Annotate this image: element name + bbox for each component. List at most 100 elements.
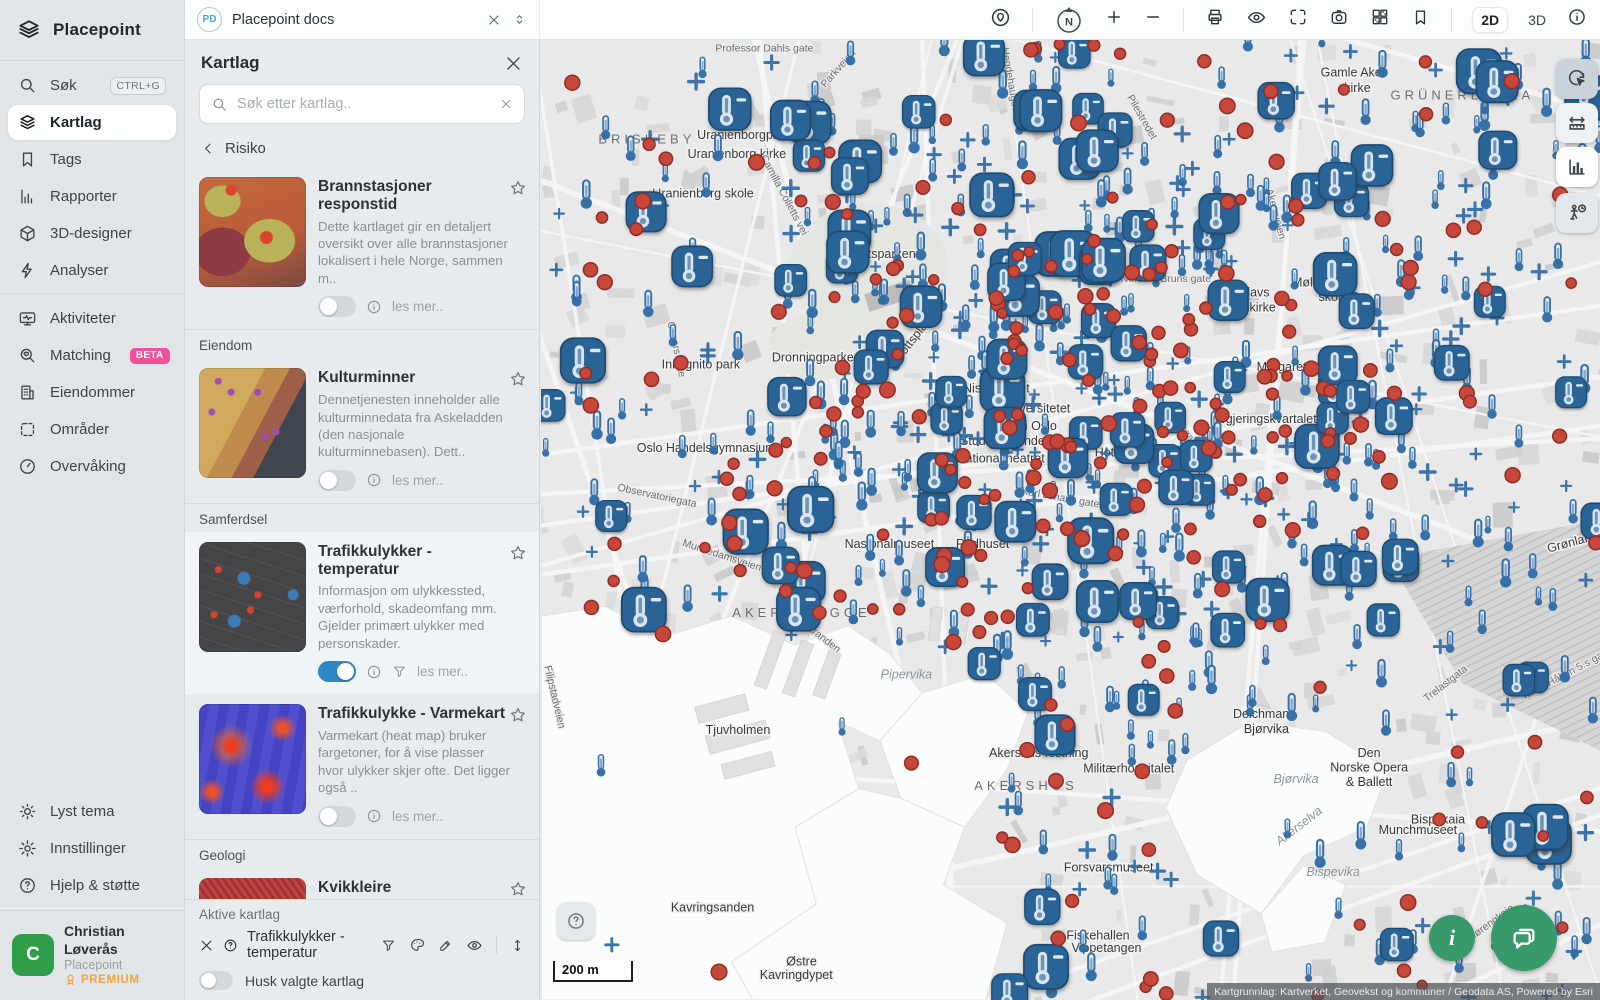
accident-dot-marker[interactable]	[1265, 387, 1280, 401]
sidebar-item-3d-designer[interactable]: 3D-designer	[8, 216, 176, 251]
map-canvas[interactable]: BRISKEBYAKER BRYGGEAKERSHUSGRÜNERLØKKAUr…	[541, 40, 1600, 1000]
accident-dot-marker[interactable]	[1030, 458, 1043, 470]
accident-dot-marker[interactable]	[1019, 741, 1036, 759]
accident-dot-marker[interactable]	[1009, 321, 1024, 336]
accident-dot-marker[interactable]	[1136, 478, 1152, 494]
accident-dot-marker[interactable]	[1252, 514, 1267, 529]
accident-dot-marker[interactable]	[1320, 433, 1336, 449]
accident-dot-marker[interactable]	[1011, 248, 1025, 262]
sidebar-item-lyst-tema[interactable]: Lyst tema	[8, 794, 176, 829]
accident-dot-marker[interactable]	[1503, 73, 1520, 90]
accident-dot-marker[interactable]	[885, 261, 901, 277]
accident-dot-marker[interactable]	[1362, 362, 1378, 378]
temperature-badge-marker[interactable]	[1110, 325, 1147, 362]
sidebar-item-rapporter[interactable]: Rapporter	[8, 179, 176, 214]
accident-dot-marker[interactable]	[1001, 419, 1018, 436]
layer-toggle[interactable]	[318, 296, 356, 318]
accident-dot-marker[interactable]	[784, 561, 798, 575]
temperature-badge-marker[interactable]	[1338, 293, 1375, 330]
accident-dot-marker[interactable]	[823, 146, 836, 159]
eye-icon[interactable]	[466, 937, 483, 954]
accident-dot-marker[interactable]	[1220, 194, 1236, 210]
layer-help-icon[interactable]	[223, 938, 238, 953]
layer-card-kulturminner[interactable]: Kulturminner Dennetjenesten inneholder a…	[185, 358, 539, 503]
zoom-out-icon[interactable]	[1144, 8, 1162, 31]
layer-toggle[interactable]	[318, 805, 356, 827]
accident-dot-marker[interactable]	[1214, 581, 1231, 598]
favorite-star-icon[interactable]	[509, 179, 527, 202]
accident-dot-marker[interactable]	[1274, 290, 1290, 307]
temperature-badge-marker[interactable]	[969, 172, 1015, 218]
accident-dot-marker[interactable]	[1527, 734, 1543, 750]
accident-dot-marker[interactable]	[983, 610, 999, 626]
temperature-badge-marker[interactable]	[1031, 563, 1069, 601]
accident-dot-marker[interactable]	[1214, 407, 1230, 423]
accident-dot-marker[interactable]	[1128, 496, 1146, 513]
info-circle-icon[interactable]	[366, 299, 382, 315]
temperature-badge-marker[interactable]	[1019, 89, 1063, 133]
accident-dot-marker[interactable]	[579, 366, 593, 380]
accident-dot-marker[interactable]	[1225, 483, 1238, 496]
accident-dot-marker[interactable]	[1087, 40, 1101, 52]
layer-card-trafikkulykke-varmekart[interactable]: Trafikkulykke - Varmekart Varmekart (hea…	[185, 694, 539, 839]
accident-dot-marker[interactable]	[1049, 433, 1066, 450]
accident-dot-marker[interactable]	[828, 291, 841, 304]
map-help-button[interactable]	[557, 902, 595, 940]
accident-dot-marker[interactable]	[1141, 842, 1157, 858]
les-mer-link[interactable]: les mer..	[392, 808, 444, 824]
accident-dot-marker[interactable]	[958, 475, 972, 490]
accident-dot-marker[interactable]	[1337, 83, 1350, 96]
accident-dot-marker[interactable]	[1374, 210, 1391, 228]
accident-dot-marker[interactable]	[1193, 419, 1210, 436]
accident-dot-marker[interactable]	[1580, 790, 1594, 805]
temperature-badge-marker[interactable]	[1336, 379, 1371, 414]
view-3d-button[interactable]: 3D	[1528, 11, 1546, 28]
accident-dot-marker[interactable]	[996, 831, 1009, 844]
accident-dot-marker[interactable]	[1123, 264, 1141, 281]
accident-dot-marker[interactable]	[1278, 424, 1293, 438]
accident-dot-marker[interactable]	[1209, 397, 1223, 411]
temperature-badge-marker[interactable]	[1075, 579, 1120, 624]
temperature-badge-marker[interactable]	[1024, 888, 1061, 925]
accident-dot-marker[interactable]	[933, 556, 951, 574]
temperature-badge-marker[interactable]	[1317, 345, 1358, 386]
accident-dot-marker[interactable]	[1355, 526, 1370, 541]
accident-dot-marker[interactable]	[833, 589, 847, 603]
accident-dot-marker[interactable]	[1093, 456, 1107, 470]
accident-dot-marker[interactable]	[1044, 698, 1058, 712]
temperature-badge-marker[interactable]	[994, 500, 1037, 543]
accident-dot-marker[interactable]	[733, 563, 747, 578]
accident-dot-marker[interactable]	[944, 463, 957, 476]
accident-dot-marker[interactable]	[992, 409, 1007, 423]
les-mer-link[interactable]: les mer..	[392, 299, 444, 315]
fullscreen-icon[interactable]	[1288, 7, 1308, 32]
accident-dot-marker[interactable]	[1235, 193, 1247, 206]
sidebar-item-hjelp[interactable]: Hjelp & støtte	[8, 868, 176, 903]
filter-icon[interactable]	[392, 664, 407, 679]
sort-toggle-icon[interactable]	[512, 12, 527, 27]
temperature-badge-marker[interactable]	[1212, 550, 1246, 584]
temperature-badge-marker[interactable]	[1502, 663, 1536, 697]
accident-dot-marker[interactable]	[1197, 53, 1212, 69]
temperature-badge-marker[interactable]	[1366, 603, 1400, 637]
accident-dot-marker[interactable]	[1182, 313, 1196, 326]
accident-dot-marker[interactable]	[996, 307, 1008, 320]
temperature-badge-marker[interactable]	[1478, 130, 1518, 170]
temperature-badge-marker[interactable]	[1245, 577, 1290, 623]
accident-dot-marker[interactable]	[778, 583, 793, 599]
accident-dot-marker[interactable]	[1007, 264, 1021, 278]
accident-dot-marker[interactable]	[1217, 265, 1235, 282]
map-accident-dots[interactable]	[564, 40, 1600, 1000]
accident-dot-marker[interactable]	[564, 74, 581, 91]
accident-dot-marker[interactable]	[1083, 302, 1097, 316]
temperature-badge-marker[interactable]	[1312, 251, 1358, 297]
temperature-badge-marker[interactable]	[1119, 582, 1158, 620]
temperature-badge-marker[interactable]	[769, 99, 812, 141]
palette-icon[interactable]	[409, 937, 425, 953]
accident-dot-marker[interactable]	[1061, 352, 1077, 368]
accident-dot-marker[interactable]	[795, 562, 813, 580]
accident-dot-marker[interactable]	[915, 179, 931, 195]
accident-dot-marker[interactable]	[841, 208, 854, 221]
layer-search-input[interactable]	[237, 96, 490, 112]
temperature-badge-marker[interactable]	[1158, 469, 1194, 506]
